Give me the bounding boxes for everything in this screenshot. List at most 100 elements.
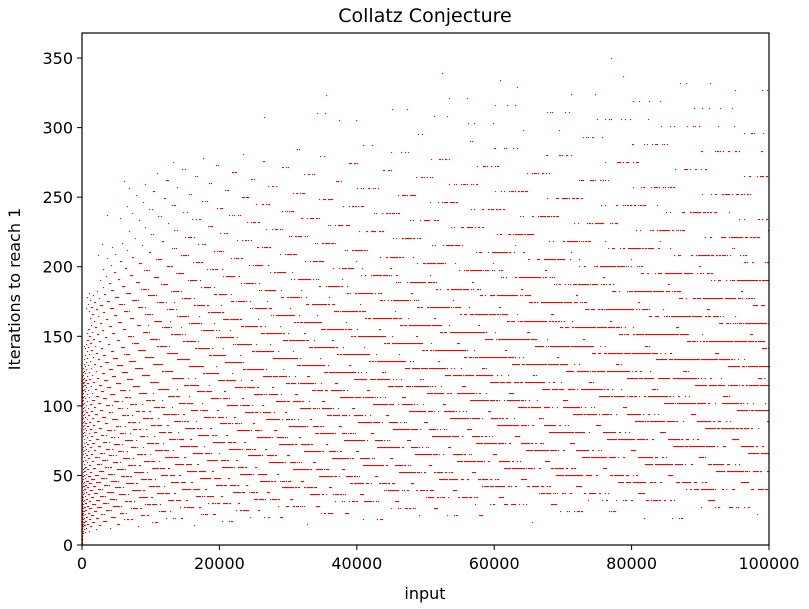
data-point: [91, 368, 93, 370]
data-point: [296, 193, 298, 195]
data-point: [164, 327, 166, 329]
data-point: [732, 341, 734, 343]
data-point: [624, 309, 626, 311]
data-point: [229, 215, 231, 217]
data-point: [762, 305, 764, 307]
data-point: [459, 332, 461, 334]
data-point: [308, 322, 310, 324]
data-point: [759, 280, 761, 282]
data-point: [389, 343, 391, 345]
data-point: [524, 364, 526, 366]
data-point: [294, 297, 296, 299]
data-point: [262, 308, 264, 310]
data-point: [636, 371, 638, 373]
data-point: [322, 329, 324, 331]
data-point: [447, 350, 449, 352]
data-point: [116, 383, 118, 385]
data-point: [410, 325, 412, 327]
data-point: [642, 309, 644, 311]
data-point: [228, 319, 230, 321]
data-point: [470, 332, 472, 334]
data-point: [522, 191, 524, 193]
data-point: [318, 322, 320, 324]
data-point: [659, 187, 661, 189]
data-point: [207, 287, 209, 289]
data-point: [714, 385, 716, 387]
data-point: [313, 322, 315, 324]
data-point: [516, 277, 518, 279]
data-point: [580, 327, 582, 329]
data-point: [346, 311, 348, 313]
data-point: [345, 250, 347, 252]
data-point: [723, 316, 725, 318]
data-point: [681, 316, 683, 318]
data-point: [592, 327, 594, 329]
data-point: [717, 341, 719, 343]
data-point: [649, 353, 651, 355]
data-point: [602, 309, 604, 311]
data-point: [340, 329, 342, 331]
data-point: [112, 308, 114, 310]
data-point: [116, 297, 118, 299]
data-point: [248, 283, 250, 285]
data-point: [486, 314, 488, 316]
data-point: [374, 336, 376, 338]
data-point: [704, 212, 706, 214]
data-point: [607, 396, 609, 398]
data-point: [98, 359, 100, 361]
data-point: [674, 378, 676, 380]
data-point: [250, 301, 252, 303]
data-point: [302, 365, 304, 367]
data-point: [180, 316, 182, 318]
data-point: [395, 257, 397, 259]
data-point: [208, 373, 210, 375]
data-point: [670, 126, 672, 128]
data-point: [365, 250, 367, 252]
data-point: [614, 353, 616, 355]
data-point: [750, 280, 752, 282]
data-point: [546, 270, 548, 272]
data-point: [730, 366, 732, 368]
data-point: [581, 327, 583, 329]
data-point: [142, 393, 144, 395]
data-point: [649, 309, 651, 311]
data-point: [127, 293, 129, 295]
data-point: [761, 366, 763, 368]
data-point: [576, 346, 578, 348]
data-point: [222, 380, 224, 382]
data-point: [110, 394, 112, 396]
data-point: [114, 394, 116, 396]
data-point: [291, 358, 293, 360]
data-point: [493, 263, 495, 265]
data-point: [483, 166, 485, 168]
data-point: [715, 194, 717, 196]
data-point: [92, 375, 94, 377]
data-point: [415, 386, 417, 388]
data-point: [537, 321, 539, 323]
data-point: [597, 119, 599, 121]
data-point: [563, 346, 565, 348]
data-point: [687, 126, 689, 128]
data-point: [765, 323, 767, 325]
data-point: [216, 330, 218, 332]
data-point: [305, 383, 307, 385]
data-point: [159, 302, 161, 304]
data-point: [670, 248, 672, 250]
data-point: [143, 375, 145, 377]
data-point: [544, 382, 546, 384]
data-point: [228, 362, 230, 364]
data-point: [435, 368, 437, 370]
data-point: [101, 305, 103, 307]
data-point: [437, 289, 439, 291]
data-point: [175, 378, 177, 380]
data-point: [721, 378, 723, 380]
data-point: [321, 304, 323, 306]
data-point: [605, 180, 607, 182]
data-point: [722, 194, 724, 196]
data-point: [468, 375, 470, 377]
data-point: [607, 266, 609, 268]
data-point: [458, 307, 460, 309]
data-point: [422, 350, 424, 352]
data-point: [539, 382, 541, 384]
data-point: [580, 346, 582, 348]
